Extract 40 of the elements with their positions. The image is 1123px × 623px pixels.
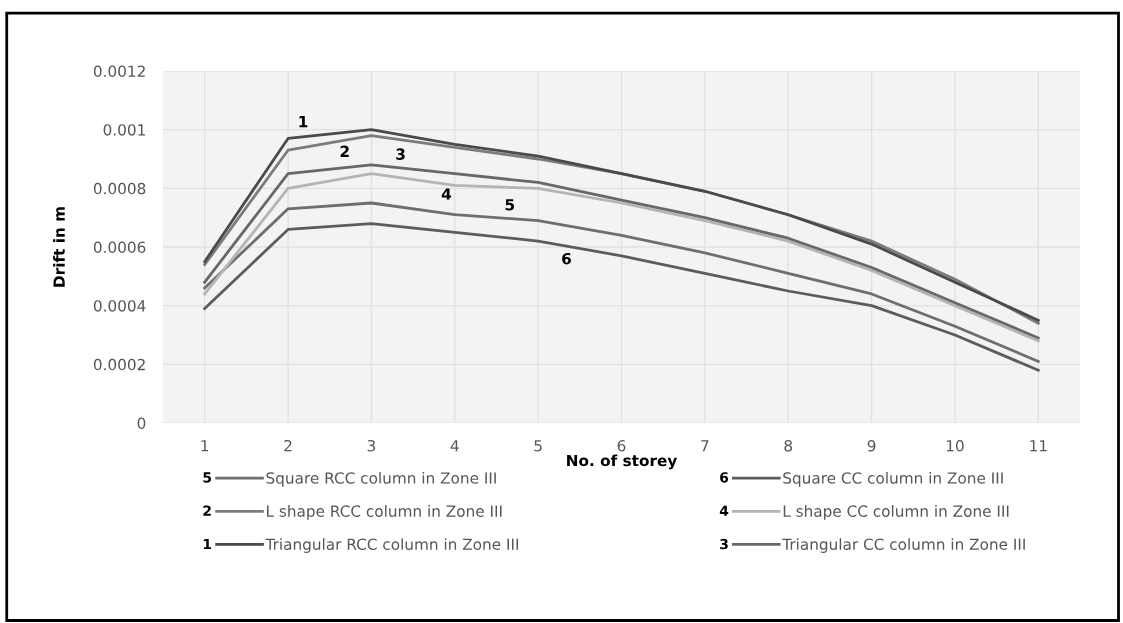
x-axis-title: No. of storey — [567, 454, 678, 470]
x-tick-label: 10 — [946, 439, 964, 452]
category-label: 2 — [203, 505, 211, 516]
x-tick-label: 6 — [617, 439, 626, 452]
annotation: 5 — [505, 199, 515, 211]
x-tick-label: 3 — [367, 439, 376, 452]
category-label: 3 — [720, 538, 728, 550]
x-tick-label: 11 — [1030, 440, 1047, 452]
annotation: 2 — [340, 145, 349, 157]
y-axis-title: Drift in m — [53, 207, 65, 287]
legend-label: L shape CC column in Zone III — [783, 505, 1009, 520]
x-tick-label: 4 — [450, 440, 459, 452]
y-tick-label: 0.0004 — [93, 300, 146, 312]
annotation: 1 — [299, 116, 308, 128]
y-tick-label: 0.0008 — [93, 182, 146, 195]
category-label: 1 — [203, 538, 212, 550]
category-label: 6 — [720, 472, 729, 483]
annotation: 4 — [441, 188, 452, 200]
x-tick-label: 5 — [534, 440, 542, 452]
x-tick-label: 8 — [784, 439, 793, 452]
annotation: 3 — [396, 148, 405, 160]
y-tick-label: 0.0006 — [93, 241, 146, 254]
y-tick-label: 0 — [137, 417, 146, 430]
legend-label: L shape RCC column in Zone III — [267, 505, 502, 520]
legend-label: Square RCC column in Zone III — [266, 471, 496, 487]
line-series — [203, 222, 1040, 372]
legend-label: Square CC column in Zone III — [783, 471, 1003, 487]
category-label: 5 — [203, 472, 212, 483]
x-tick-label: 1 — [201, 440, 209, 452]
x-tick-label: 9 — [867, 439, 876, 452]
y-tick-label: 0.0002 — [93, 358, 145, 371]
y-tick-label: 0.001 — [103, 124, 145, 136]
legend-label: Triangular RCC column in Zone III — [265, 538, 518, 553]
x-tick-label: 7 — [701, 440, 709, 452]
line-series — [203, 201, 1040, 363]
x-tick-label: 2 — [284, 439, 292, 452]
category-label: 4 — [719, 505, 729, 516]
annotation: 6 — [562, 252, 571, 265]
y-tick-label: 0.0012 — [93, 65, 145, 78]
legend-label: Triangular CC column in Zone III — [782, 538, 1025, 553]
